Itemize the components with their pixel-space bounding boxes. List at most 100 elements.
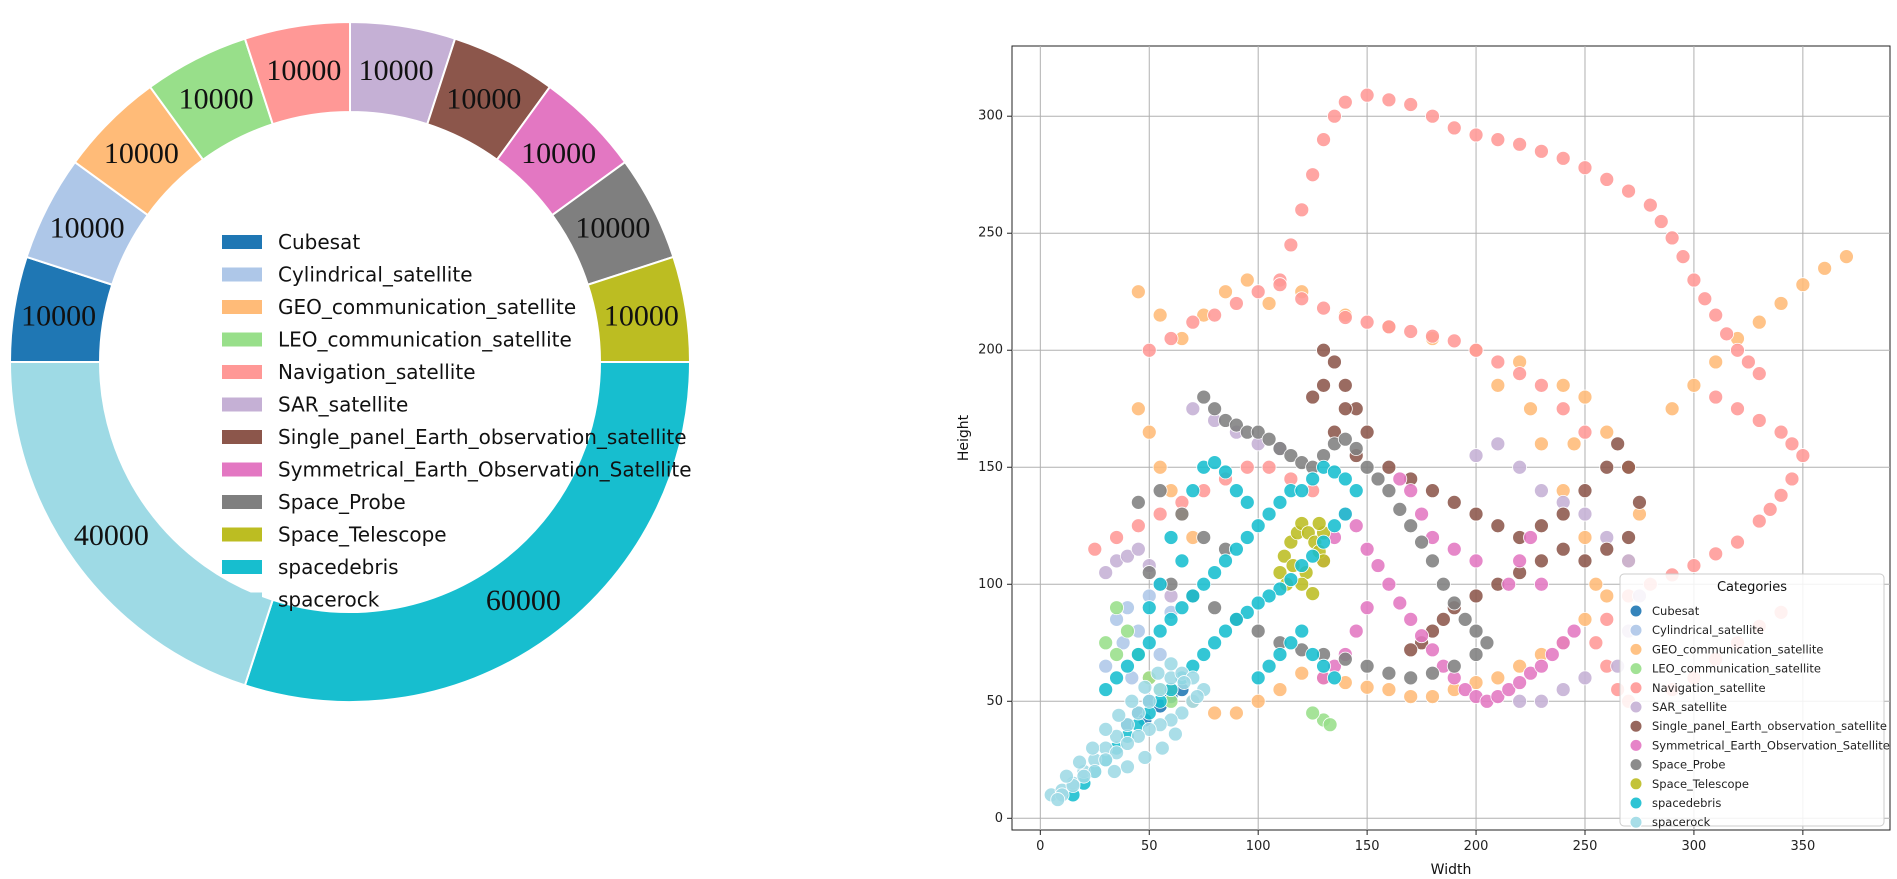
scatter-point	[1250, 284, 1266, 300]
scatter-point	[1381, 665, 1397, 681]
scatter-point	[1120, 548, 1135, 564]
scatter-point	[1555, 401, 1571, 417]
scatter-point	[1686, 558, 1702, 573]
scatter-point	[1316, 377, 1331, 393]
scatter-point	[1163, 331, 1179, 346]
scatter-point	[1523, 530, 1538, 545]
scatter-point	[1050, 792, 1066, 807]
scatter-point	[1276, 548, 1292, 564]
scatter-point	[1566, 436, 1582, 452]
scatter-point	[1316, 534, 1331, 550]
scatter-point	[1294, 291, 1310, 307]
scatter-point	[1599, 459, 1615, 475]
scatter-point	[1381, 682, 1397, 697]
scatter-point	[1425, 108, 1440, 124]
series-navigation-satellite	[1087, 87, 1811, 709]
scatter-point	[1316, 342, 1331, 358]
scatter-point	[1359, 87, 1375, 103]
scatter-chart: 0 50 100 150 200 250 300 350 0 50 100 150 200 250 300…	[956, 45, 1891, 878]
scatter-point	[1359, 679, 1375, 695]
scatter-point	[1272, 565, 1288, 580]
scatter-point	[1534, 576, 1549, 592]
scatter-point	[1154, 740, 1170, 756]
scatter-point	[1137, 750, 1153, 765]
scatter-point	[1403, 324, 1419, 339]
scatter-point	[1751, 366, 1767, 382]
legend-label: Symmetrical_Earth_Observation_Satellite	[278, 458, 692, 482]
scatter-point	[1111, 707, 1127, 723]
legend-label: GEO_communication_satellite	[278, 295, 576, 319]
scatter-point	[1305, 548, 1321, 564]
scatter-point	[1311, 516, 1327, 531]
scatter-point	[1337, 377, 1353, 393]
scatter-legend-label: Space_Telescope	[1652, 777, 1749, 791]
x-tick-label: 200	[1464, 839, 1489, 854]
scatter-point	[1664, 401, 1680, 417]
scatter-point	[1468, 127, 1484, 143]
scatter-point	[1381, 459, 1397, 475]
scatter-point	[1327, 108, 1342, 124]
scatter-point	[1468, 342, 1484, 358]
x-tick-label: 350	[1790, 839, 1815, 854]
scatter-point	[1555, 377, 1571, 393]
legend-label: LEO_communication_satellite	[278, 328, 572, 352]
scatter-point	[1621, 553, 1636, 569]
scatter-point	[1059, 768, 1074, 784]
scatter-legend-label: spacerock	[1652, 815, 1711, 829]
scatter-point	[1218, 464, 1233, 480]
scatter-point	[1229, 541, 1244, 557]
scatter-point	[1719, 326, 1735, 342]
scatter-point	[1490, 132, 1506, 148]
scatter-point	[1577, 670, 1593, 686]
scatter-point	[1370, 558, 1386, 573]
scatter-point	[1327, 354, 1342, 370]
scatter-point	[1098, 635, 1114, 651]
scatter-point	[1130, 284, 1146, 300]
scatter-legend-label: LEO_communication_satellite	[1652, 662, 1821, 676]
scatter-point	[1740, 354, 1756, 370]
scatter-point	[1599, 171, 1615, 187]
scatter-point	[1523, 665, 1538, 681]
scatter-point	[1130, 541, 1146, 557]
series-spacedebris	[1065, 455, 1364, 803]
scatter-point	[1730, 401, 1745, 417]
scatter-point	[1381, 92, 1397, 108]
scatter-point	[1174, 506, 1190, 522]
scatter-point	[1316, 132, 1331, 148]
scatter-point	[1152, 459, 1168, 475]
scatter-point	[1621, 459, 1636, 475]
scatter-point	[1272, 682, 1288, 697]
y-tick-label: 250	[978, 226, 1003, 241]
scatter-point	[1109, 647, 1124, 662]
scatter-point	[1261, 459, 1277, 475]
scatter-point	[1534, 143, 1549, 159]
scatter-point	[1152, 307, 1168, 323]
scatter-point	[1305, 647, 1321, 662]
scatter-point	[1163, 530, 1179, 545]
scatter-point	[1751, 314, 1767, 330]
scatter-point	[1098, 752, 1114, 768]
scatter-point	[1185, 483, 1201, 499]
scatter-point	[1130, 705, 1146, 721]
scatter-point	[1272, 647, 1288, 662]
scatter-point	[1250, 693, 1266, 709]
scatter-point	[1359, 314, 1375, 330]
scatter-point	[1130, 494, 1146, 510]
scatter-point	[1076, 768, 1092, 784]
scatter-point	[1403, 518, 1419, 534]
scatter-point	[1555, 541, 1571, 557]
legend-swatch	[222, 397, 262, 412]
scatter-legend-marker	[1629, 700, 1643, 714]
scatter-point	[1730, 534, 1745, 550]
scatter-point	[1250, 670, 1266, 686]
scatter-point	[1577, 424, 1593, 440]
scatter-point	[1392, 501, 1408, 517]
scatter-point	[1534, 658, 1549, 674]
scatter-point	[1174, 553, 1190, 569]
scatter-point	[1751, 413, 1767, 428]
scatter-point	[1239, 604, 1255, 620]
scatter-point	[1446, 658, 1462, 674]
scatter-point	[1322, 717, 1338, 733]
series-space-probe	[1130, 389, 1495, 686]
y-tick-label: 200	[978, 343, 1003, 358]
